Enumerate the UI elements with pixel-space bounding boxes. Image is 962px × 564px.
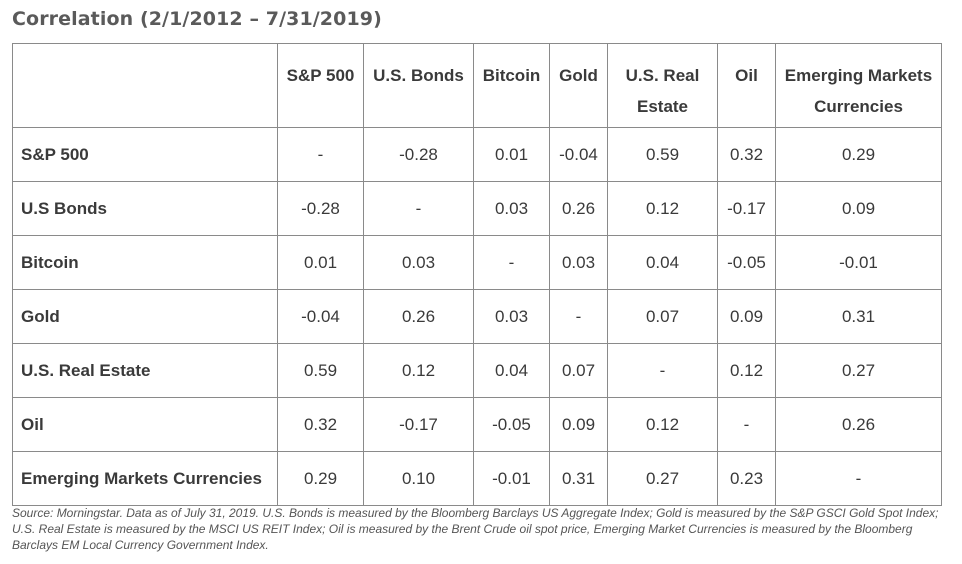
- table-cell: -0.05: [473, 397, 550, 452]
- row-label: Oil: [12, 397, 278, 452]
- table-cell: -: [363, 181, 474, 236]
- row-label: U.S. Real Estate: [12, 343, 278, 398]
- column-header: Oil: [717, 43, 776, 128]
- table-cell: 0.59: [607, 127, 718, 182]
- column-header: Bitcoin: [473, 43, 550, 128]
- table-cell: 0.04: [607, 235, 718, 290]
- table-cell: 0.09: [549, 397, 608, 452]
- table-cell: -: [607, 343, 718, 398]
- table-cell: 0.07: [607, 289, 718, 344]
- table-cell: 0.03: [473, 181, 550, 236]
- column-header: Gold: [549, 43, 608, 128]
- table-cell: -0.28: [363, 127, 474, 182]
- table-row: U.S. Real Estate 0.59 0.12 0.04 0.07 - 0…: [12, 343, 942, 398]
- table-row: Oil 0.32 -0.17 -0.05 0.09 0.12 - 0.26: [12, 397, 942, 452]
- table-cell: 0.31: [549, 451, 608, 506]
- table-cell: 0.12: [717, 343, 776, 398]
- row-label: U.S Bonds: [12, 181, 278, 236]
- table-cell: 0.03: [473, 289, 550, 344]
- table-cell: 0.01: [473, 127, 550, 182]
- table-cell: 0.27: [775, 343, 942, 398]
- table-cell: 0.26: [549, 181, 608, 236]
- table-cell: 0.27: [607, 451, 718, 506]
- table-cell: -: [473, 235, 550, 290]
- table-cell: 0.03: [549, 235, 608, 290]
- table-cell: 0.09: [717, 289, 776, 344]
- table-cell: 0.23: [717, 451, 776, 506]
- table-cell: 0.07: [549, 343, 608, 398]
- table-cell: -0.04: [277, 289, 364, 344]
- column-header: S&P 500: [277, 43, 364, 128]
- table-cell: 0.12: [607, 181, 718, 236]
- table-row: Emerging Markets Currencies 0.29 0.10 -0…: [12, 451, 942, 506]
- correlation-table: S&P 500 U.S. Bonds Bitcoin Gold U.S. Rea…: [12, 43, 942, 506]
- table-cell: 0.32: [277, 397, 364, 452]
- table-cell: -0.17: [717, 181, 776, 236]
- table-row: S&P 500 - -0.28 0.01 -0.04 0.59 0.32 0.2…: [12, 127, 942, 182]
- table-cell: 0.03: [363, 235, 474, 290]
- table-cell: -0.01: [775, 235, 942, 290]
- table-cell: -0.01: [473, 451, 550, 506]
- table-cell: 0.09: [775, 181, 942, 236]
- row-label: Emerging Markets Currencies: [12, 451, 278, 506]
- table-cell: -: [717, 397, 776, 452]
- table-cell: 0.12: [607, 397, 718, 452]
- table-cell: 0.59: [277, 343, 364, 398]
- table-row: Gold -0.04 0.26 0.03 - 0.07 0.09 0.31: [12, 289, 942, 344]
- table-cell: 0.26: [775, 397, 942, 452]
- header-row: S&P 500 U.S. Bonds Bitcoin Gold U.S. Rea…: [12, 43, 942, 128]
- table-cell: 0.29: [277, 451, 364, 506]
- table-cell: 0.12: [363, 343, 474, 398]
- table-cell: 0.32: [717, 127, 776, 182]
- table-cell: 0.31: [775, 289, 942, 344]
- row-label: S&P 500: [12, 127, 278, 182]
- table-row: U.S Bonds -0.28 - 0.03 0.26 0.12 -0.17 0…: [12, 181, 942, 236]
- column-header: Emerging Markets Currencies: [775, 43, 942, 128]
- source-footnote: Source: Morningstar. Data as of July 31,…: [12, 506, 939, 552]
- table-cell: 0.04: [473, 343, 550, 398]
- table-row: Bitcoin 0.01 0.03 - 0.03 0.04 -0.05 -0.0…: [12, 235, 942, 290]
- table-cell: -0.17: [363, 397, 474, 452]
- page-title: Correlation (2/1/2012 – 7/31/2019): [12, 8, 382, 30]
- row-label: Bitcoin: [12, 235, 278, 290]
- table-cell: 0.01: [277, 235, 364, 290]
- corner-header: [12, 43, 278, 128]
- column-header: U.S. Bonds: [363, 43, 474, 128]
- table-cell: -: [277, 127, 364, 182]
- table-cell: 0.10: [363, 451, 474, 506]
- column-header: U.S. Real Estate: [607, 43, 718, 128]
- table-cell: 0.29: [775, 127, 942, 182]
- table-cell: -0.04: [549, 127, 608, 182]
- table-cell: -: [775, 451, 942, 506]
- table-cell: -0.05: [717, 235, 776, 290]
- table-cell: 0.26: [363, 289, 474, 344]
- table-cell: -: [549, 289, 608, 344]
- table-cell: -0.28: [277, 181, 364, 236]
- row-label: Gold: [12, 289, 278, 344]
